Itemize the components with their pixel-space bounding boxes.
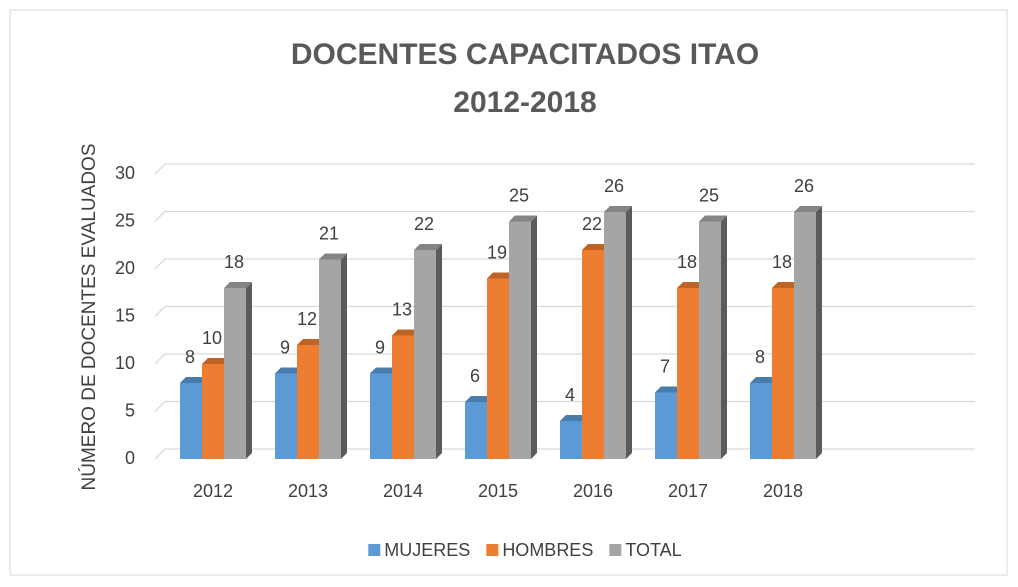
bar [202, 364, 224, 459]
bar [414, 250, 436, 459]
data-label: 12 [297, 309, 317, 329]
bar [509, 221, 531, 459]
data-label: 9 [280, 337, 290, 357]
bar-top [224, 282, 252, 288]
y-tick-label: 0 [125, 448, 135, 468]
bar [750, 383, 772, 459]
bar [297, 345, 319, 459]
data-label: 13 [392, 299, 412, 319]
bar [582, 250, 604, 459]
bar-side [721, 215, 727, 459]
bar-top [319, 253, 347, 260]
bar-top [392, 329, 420, 336]
data-label: 8 [755, 347, 765, 367]
x-tick-label: 2015 [478, 481, 518, 501]
bar-top [180, 377, 208, 383]
bar-top [275, 367, 303, 374]
data-label: 6 [470, 366, 480, 386]
bar [370, 373, 392, 459]
data-label: 18 [772, 252, 792, 272]
x-tick-label: 2014 [383, 481, 423, 501]
y-axis-title: NÚMERO DE DOCENTES EVALUADOS [78, 144, 100, 491]
bar-side [816, 206, 822, 459]
data-label: 25 [699, 185, 719, 205]
bar [275, 373, 297, 459]
y-tick-label: 10 [115, 353, 135, 373]
x-tick-label: 2017 [668, 481, 708, 501]
y-tick-label: 20 [115, 258, 135, 278]
bar-side [341, 253, 347, 459]
legend-label: HOMBRES [502, 540, 593, 560]
bar [699, 221, 721, 459]
grid-line [154, 163, 975, 175]
bar-top [582, 244, 610, 250]
legend-swatch [368, 544, 381, 556]
chart-title: DOCENTES CAPACITADOS ITAO [291, 38, 759, 71]
bar-top [414, 244, 442, 250]
bar-side [626, 206, 632, 459]
chart-subtitle: 2012-2018 [453, 86, 596, 119]
bar [772, 288, 794, 459]
legend-swatch [486, 544, 499, 556]
data-label: 4 [565, 385, 575, 405]
bar-top [794, 206, 822, 212]
bar [224, 288, 246, 459]
y-tick-label: 15 [115, 305, 135, 325]
bar-top [604, 206, 632, 212]
data-label: 18 [224, 252, 244, 272]
data-label: 19 [487, 242, 507, 262]
y-tick-label: 30 [115, 163, 135, 183]
data-label: 10 [202, 328, 222, 348]
bar-top [509, 215, 537, 222]
x-tick-label: 2016 [573, 481, 613, 501]
y-tick-label: 25 [115, 210, 135, 230]
bar-side [531, 215, 537, 459]
x-tick-label: 2018 [763, 481, 803, 501]
bar-top [465, 396, 493, 402]
bar [655, 392, 677, 459]
bar-side [246, 282, 252, 459]
data-label: 25 [509, 185, 529, 205]
bar-top [677, 282, 705, 288]
data-label: 22 [582, 214, 602, 234]
legend-label: MUJERES [384, 540, 470, 560]
bar-top [655, 386, 683, 393]
bar [604, 212, 626, 459]
bar [465, 402, 487, 459]
bar-top [297, 339, 325, 345]
data-label: 26 [604, 176, 624, 196]
bar [180, 383, 202, 459]
legend-label: TOTAL [625, 540, 681, 560]
bar-top [202, 358, 230, 364]
bar [319, 259, 341, 459]
data-label: 7 [660, 356, 670, 376]
data-label: 22 [414, 214, 434, 234]
bar [560, 421, 582, 459]
data-label: 21 [319, 223, 339, 243]
data-label: 18 [677, 252, 697, 272]
bar-top [750, 377, 778, 383]
bar [677, 288, 699, 459]
x-tick-label: 2013 [288, 481, 328, 501]
bar [794, 212, 816, 459]
bar-side [436, 244, 442, 459]
data-label: 9 [375, 337, 385, 357]
bar-top [487, 272, 515, 279]
bar-top [560, 415, 588, 421]
x-tick-label: 2012 [193, 481, 233, 501]
legend-swatch [609, 544, 622, 556]
y-tick-label: 5 [125, 400, 135, 420]
bar-top [772, 282, 800, 288]
bar-top [370, 367, 398, 374]
grid-line [154, 210, 975, 222]
bar [392, 335, 414, 459]
bar [487, 278, 509, 459]
bar-top [699, 215, 727, 222]
data-label: 26 [794, 176, 814, 196]
data-label: 8 [185, 347, 195, 367]
